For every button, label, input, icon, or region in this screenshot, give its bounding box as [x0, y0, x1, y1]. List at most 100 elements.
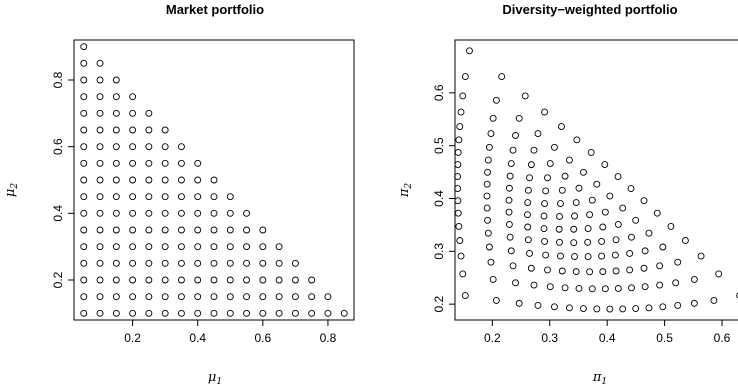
data-point — [243, 259, 251, 267]
data-point — [243, 276, 251, 284]
data-point — [226, 193, 234, 201]
plot-frame-market — [73, 39, 355, 321]
data-point — [210, 209, 218, 217]
data-point — [275, 293, 283, 301]
data-point — [614, 173, 622, 181]
data-point — [606, 305, 614, 313]
data-point — [194, 259, 202, 267]
data-point — [324, 309, 332, 317]
data-point — [524, 211, 531, 219]
data-point — [96, 259, 104, 267]
data-point — [534, 301, 542, 309]
data-point — [542, 187, 550, 195]
data-point — [259, 309, 267, 317]
data-point — [80, 193, 88, 201]
data-point — [112, 93, 120, 101]
data-point — [485, 243, 493, 251]
data-point — [659, 303, 667, 311]
data-point — [96, 93, 104, 101]
data-point — [129, 126, 137, 134]
data-point — [112, 193, 120, 201]
data-point — [487, 130, 495, 138]
data-point — [570, 239, 578, 247]
data-point — [145, 176, 153, 184]
data-point — [80, 93, 88, 101]
data-point — [308, 276, 316, 284]
data-point — [129, 159, 137, 167]
data-point — [628, 284, 635, 292]
data-point — [275, 276, 283, 284]
data-point — [454, 161, 462, 169]
data-point — [457, 108, 465, 116]
data-point — [145, 126, 153, 134]
data-point — [145, 276, 153, 284]
data-point — [226, 226, 234, 234]
data-point — [619, 204, 627, 212]
points-diversity — [454, 47, 738, 313]
data-point — [575, 184, 583, 192]
data-point — [112, 259, 120, 267]
data-point — [588, 196, 596, 204]
data-point — [259, 243, 267, 251]
data-point — [565, 156, 573, 164]
chart-title-diversity: Diversity−weighted portfolio — [502, 2, 677, 17]
data-point — [112, 276, 120, 284]
x-axis-label-market: μ1 — [208, 370, 222, 387]
data-point — [96, 176, 104, 184]
data-point — [96, 276, 104, 284]
data-point — [194, 276, 202, 284]
data-point — [587, 148, 595, 156]
x-tick-label: 0.4 — [189, 331, 206, 345]
data-point — [210, 226, 218, 234]
x-tick-label: 0.6 — [714, 331, 731, 345]
data-point — [259, 226, 267, 234]
data-point — [145, 259, 153, 267]
data-point — [454, 173, 462, 181]
y-tick-label: 0.5 — [432, 137, 446, 154]
data-point — [177, 143, 185, 151]
data-point — [129, 193, 137, 201]
data-point — [145, 209, 153, 217]
data-point — [632, 305, 640, 312]
data-point — [226, 293, 234, 301]
data-point — [571, 253, 578, 261]
data-point — [558, 186, 566, 194]
data-point — [515, 114, 523, 122]
data-point — [291, 293, 299, 301]
data-point — [614, 285, 622, 292]
data-point — [484, 216, 492, 224]
data-point — [601, 161, 609, 169]
data-point — [611, 251, 619, 259]
data-point — [226, 276, 234, 284]
data-point — [558, 267, 566, 275]
data-point — [161, 243, 169, 251]
data-point — [507, 160, 515, 168]
data-point — [80, 76, 88, 84]
data-point — [619, 305, 627, 313]
data-point — [324, 293, 332, 301]
data-point — [561, 284, 569, 292]
data-point — [524, 236, 532, 244]
data-point — [80, 59, 88, 67]
data-point — [659, 243, 667, 251]
data-point — [540, 212, 548, 220]
panel-diversity: Diversity−weighted portfolio 0.2 0.3 0.4 0.… — [397, 2, 738, 387]
x-tick-label: 0.6 — [254, 331, 271, 345]
x-tick-label: 0.8 — [320, 331, 337, 345]
data-point — [505, 184, 513, 192]
data-point — [210, 293, 218, 301]
data-point — [546, 283, 554, 291]
data-point — [557, 252, 564, 260]
data-point — [80, 43, 88, 51]
data-point — [672, 279, 680, 287]
data-point — [492, 296, 500, 304]
data-point — [177, 176, 185, 184]
data-point — [599, 223, 607, 231]
data-point — [145, 226, 153, 234]
data-point — [484, 229, 492, 237]
data-point — [656, 281, 664, 289]
data-point — [454, 197, 462, 205]
data-point — [96, 109, 104, 117]
data-point — [112, 293, 120, 301]
data-point — [586, 211, 594, 219]
